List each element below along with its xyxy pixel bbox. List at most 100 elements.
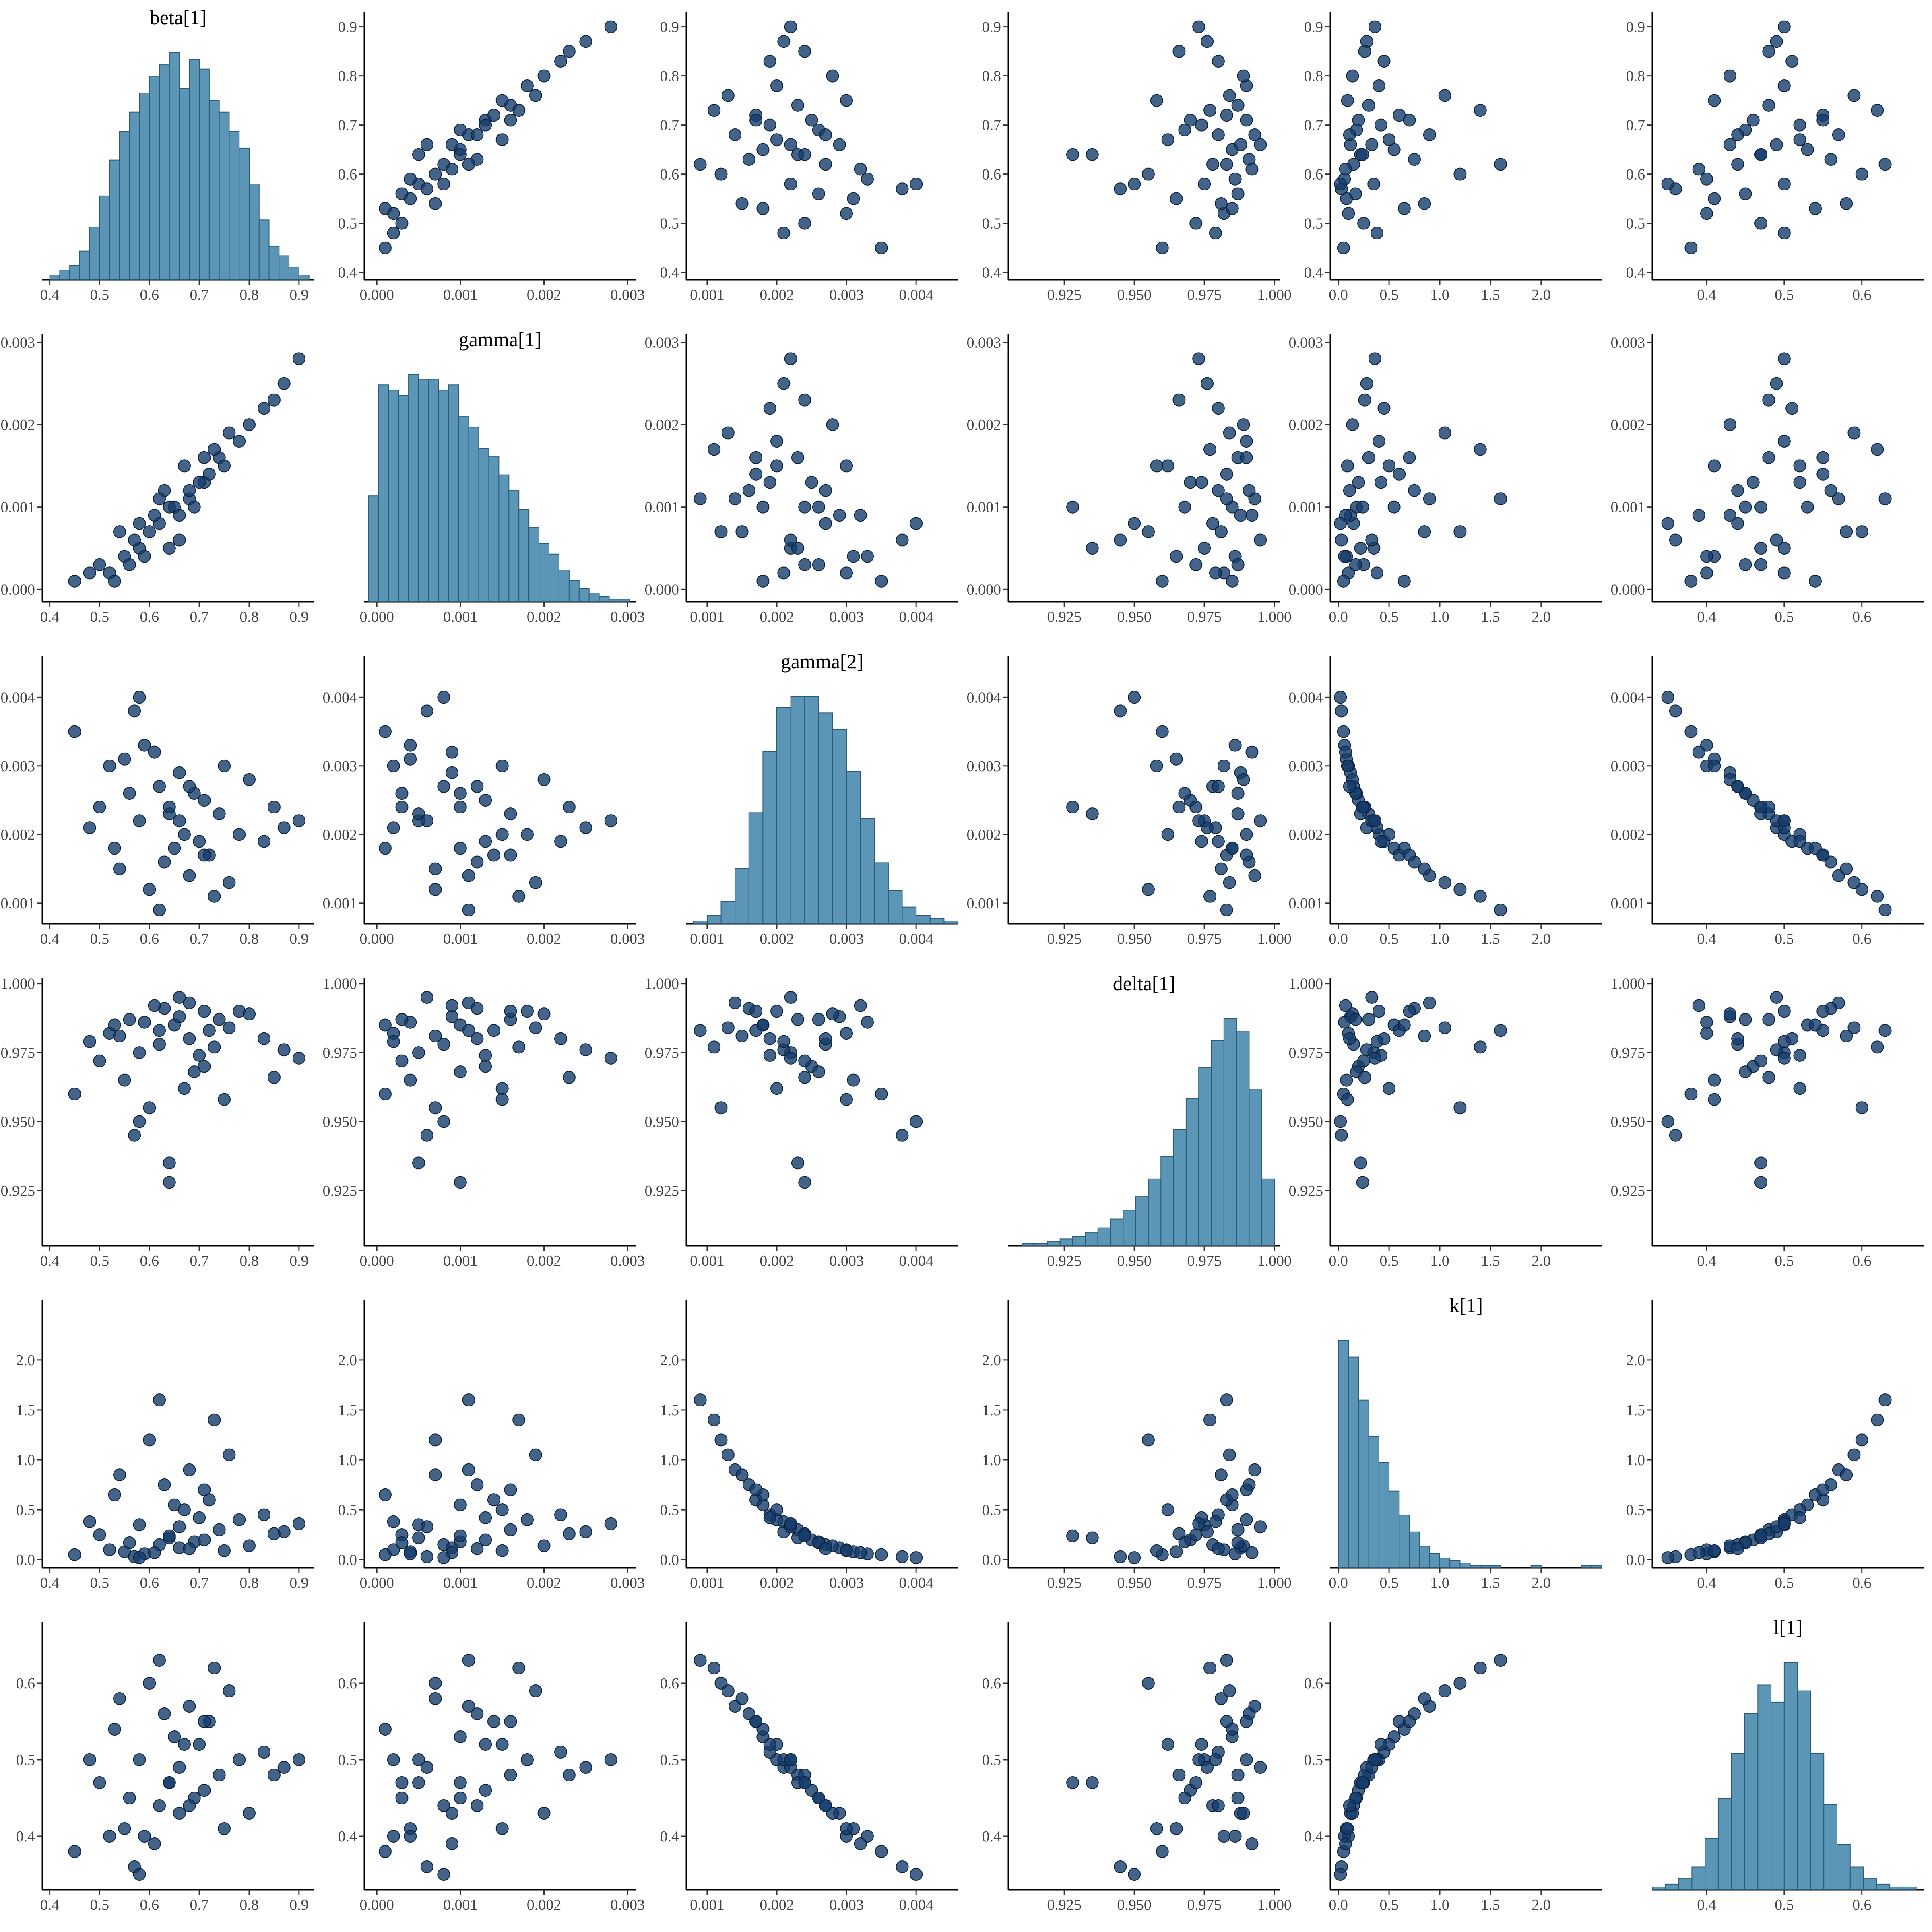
scatter-point bbox=[1198, 542, 1211, 555]
scatter-point bbox=[471, 1478, 484, 1492]
scatter-point bbox=[1240, 435, 1253, 448]
x-tick-label: 0.000 bbox=[359, 1897, 394, 1913]
y-tick-label: 1.5 bbox=[16, 1402, 35, 1419]
scatter-point bbox=[378, 241, 392, 254]
histogram-bar bbox=[1085, 1232, 1098, 1246]
scatter-point bbox=[133, 1868, 146, 1881]
scatter-point bbox=[512, 1662, 526, 1674]
scatter-point bbox=[763, 55, 776, 68]
scatter-point bbox=[471, 128, 484, 142]
y-tick-label: 0.002 bbox=[1, 826, 35, 843]
x-tick-label: 0.004 bbox=[899, 287, 933, 303]
scatter-point bbox=[1228, 739, 1242, 752]
x-tick-label: 0.4 bbox=[40, 1575, 60, 1591]
y-tick-label: 1.000 bbox=[1611, 976, 1645, 993]
scatter-point bbox=[1360, 377, 1373, 390]
histogram-bar bbox=[488, 456, 500, 603]
scatter-point bbox=[1358, 45, 1371, 58]
scatter-point bbox=[193, 476, 206, 489]
scatter-point bbox=[404, 739, 417, 752]
scatter-point bbox=[784, 1051, 797, 1065]
x-tick-label: 0.7 bbox=[190, 931, 209, 947]
scatter-point bbox=[847, 550, 860, 563]
scatter-point bbox=[854, 163, 867, 176]
y-tick-label: 0.925 bbox=[1289, 1183, 1323, 1199]
scatter-point bbox=[277, 1761, 291, 1774]
scatter-point bbox=[1397, 202, 1411, 215]
y-tick-label: 0.5 bbox=[16, 1752, 35, 1769]
histogram-bar bbox=[1148, 1178, 1162, 1246]
scatter-point bbox=[387, 1753, 400, 1766]
scatter-point bbox=[1341, 759, 1354, 772]
scatter-point bbox=[218, 1822, 231, 1835]
scatter-point bbox=[1770, 991, 1783, 1004]
scatter-point bbox=[183, 484, 196, 497]
scatter-point bbox=[183, 996, 196, 1009]
scatter-point bbox=[1374, 476, 1387, 489]
y-tick-label: 0.000 bbox=[645, 581, 679, 598]
scatter-point bbox=[198, 1060, 211, 1073]
scatter-point bbox=[1223, 1684, 1236, 1697]
histogram-bar bbox=[1810, 1753, 1825, 1890]
y-tick-label: 0.003 bbox=[645, 334, 679, 351]
scatter-point bbox=[198, 848, 211, 862]
scatter-point bbox=[258, 1032, 271, 1045]
histogram-bar bbox=[568, 580, 580, 603]
scatter-point bbox=[83, 1515, 96, 1528]
scatter-point bbox=[1793, 118, 1806, 132]
x-tick-label: 2.0 bbox=[1532, 1897, 1551, 1913]
scatter-point bbox=[1816, 1483, 1830, 1496]
scatter-point bbox=[1339, 745, 1352, 759]
scatter-point bbox=[910, 1551, 923, 1565]
y-tick-label: 1.0 bbox=[660, 1452, 679, 1469]
histogram-bar bbox=[549, 553, 559, 602]
x-tick-label: 0.7 bbox=[190, 609, 209, 625]
scatter-point bbox=[875, 574, 888, 588]
y-tick-label: 0.004 bbox=[1611, 689, 1645, 706]
scatter-point bbox=[178, 828, 191, 841]
scatter-point bbox=[1383, 459, 1396, 473]
y-tick-label: 0.5 bbox=[982, 1752, 1001, 1769]
histogram-bar bbox=[1731, 1753, 1745, 1890]
scatter-point bbox=[1700, 207, 1713, 220]
scatter-point bbox=[819, 484, 832, 497]
x-tick-label: 0.6 bbox=[140, 1253, 159, 1269]
y-tick-label: 0.8 bbox=[1626, 68, 1645, 85]
scatter-point bbox=[840, 207, 853, 220]
y-tick-label: 0.975 bbox=[645, 1044, 679, 1061]
scatter-point bbox=[1341, 1093, 1354, 1106]
scatter-point bbox=[153, 1393, 166, 1407]
scatter-point bbox=[378, 1548, 392, 1561]
scatter-point bbox=[798, 1071, 811, 1084]
scatter-point bbox=[1365, 138, 1379, 151]
scatter-point bbox=[1731, 517, 1744, 530]
scatter-point bbox=[1156, 574, 1169, 588]
x-tick-label: 0.975 bbox=[1187, 1575, 1222, 1591]
scatter-point bbox=[819, 158, 832, 171]
histogram-bar bbox=[248, 184, 260, 280]
scatter-point bbox=[454, 1498, 467, 1511]
y-tick-label: 2.0 bbox=[338, 1352, 357, 1369]
scatter-point bbox=[1816, 467, 1830, 481]
scatter-point bbox=[562, 801, 576, 814]
x-tick-label: 0.7 bbox=[190, 1897, 209, 1913]
scatter-point bbox=[729, 128, 742, 142]
scatter-point bbox=[1847, 1021, 1861, 1034]
x-tick-label: 0.001 bbox=[690, 287, 724, 303]
scatter-point bbox=[188, 1065, 201, 1079]
scatter-point bbox=[213, 1013, 226, 1026]
histogram-bar bbox=[1665, 1883, 1679, 1890]
scatter-point bbox=[529, 876, 542, 889]
y-tick-label: 0.9 bbox=[1626, 19, 1645, 36]
scatter-point bbox=[1161, 459, 1174, 473]
scatter-point bbox=[1339, 163, 1352, 176]
scatter-point bbox=[1692, 163, 1705, 176]
scatter-point bbox=[1086, 1776, 1099, 1789]
scatter-point bbox=[504, 1769, 517, 1781]
scatter-point bbox=[495, 1503, 509, 1517]
scatter-point bbox=[861, 172, 874, 186]
x-tick-label: 0.004 bbox=[899, 931, 933, 947]
x-tick-label: 0.950 bbox=[1117, 287, 1152, 303]
y-tick-label: 1.0 bbox=[16, 1452, 35, 1469]
scatter-point bbox=[1754, 801, 1767, 814]
